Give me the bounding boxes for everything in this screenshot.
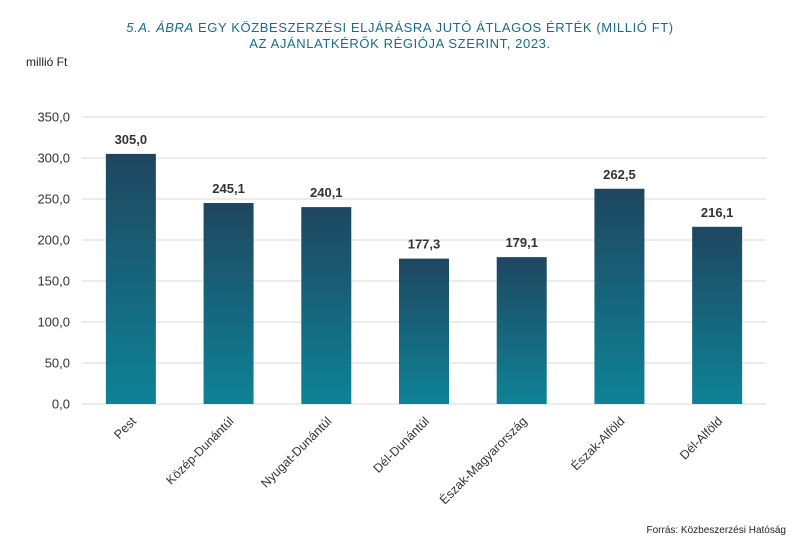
bar (399, 258, 449, 404)
bar (301, 207, 352, 404)
y-tick-label: 50,0 (45, 356, 70, 371)
data-label: 245,1 (212, 181, 245, 196)
x-axis-categories: Pest Közép-Dunántúl Nyugat-Dunántúl Dél-Dun… (111, 413, 725, 507)
x-category-label: Észak-Magyarország (436, 413, 530, 507)
data-label: 177,3 (408, 237, 441, 252)
data-label: 216,1 (701, 205, 734, 220)
data-label: 305,0 (115, 132, 148, 147)
bar (203, 203, 254, 404)
source-note: Forrás: Közbeszerzési Hatóság (646, 525, 786, 536)
bar (496, 257, 547, 404)
bars (105, 153, 743, 404)
x-category-label: Közép-Dunántúl (163, 414, 236, 487)
title-line-2: AZ AJÁNLATKÉRŐK RÉGIÓJA SZERINT, 2023. (249, 36, 551, 51)
x-category-label: Pest (111, 414, 139, 442)
y-tick-label: 0,0 (52, 397, 70, 412)
y-tick-label: 300,0 (37, 151, 70, 166)
bar (594, 188, 645, 404)
x-category-label: Nyugat-Dunántúl (258, 414, 334, 490)
y-axis-unit-label: millió Ft (26, 55, 68, 69)
x-category-label: Dél-Dunántúl (371, 414, 432, 475)
y-tick-label: 100,0 (37, 315, 70, 330)
x-category-label: Észak-Alföld (568, 413, 628, 473)
bar (105, 153, 156, 404)
y-tick-label: 150,0 (37, 274, 70, 289)
y-axis-ticks: 0,0 50,0 100,0 150,0 200,0 250,0 300,0 350,0 (37, 110, 70, 412)
chart-title: 5.A. ÁBRA EGY KÖZBESZERZÉSI ELJÁRÁSRA JU… (0, 20, 800, 52)
bar (692, 226, 743, 404)
x-category-label: Dél-Alföld (677, 414, 725, 462)
title-figure-number: 5.A. ÁBRA (126, 20, 194, 35)
y-tick-label: 200,0 (37, 233, 70, 248)
y-tick-label: 250,0 (37, 192, 70, 207)
data-label: 179,1 (505, 235, 538, 250)
data-label: 240,1 (310, 185, 343, 200)
data-labels: 305,0 245,1 240,1 177,3 179,1 262,5 216,1 (115, 132, 734, 252)
title-line-1: EGY KÖZBESZERZÉSI ELJÁRÁSRA JUTÓ ÁTLAGOS… (193, 20, 674, 35)
data-label: 262,5 (603, 167, 636, 182)
y-tick-label: 350,0 (37, 110, 70, 125)
